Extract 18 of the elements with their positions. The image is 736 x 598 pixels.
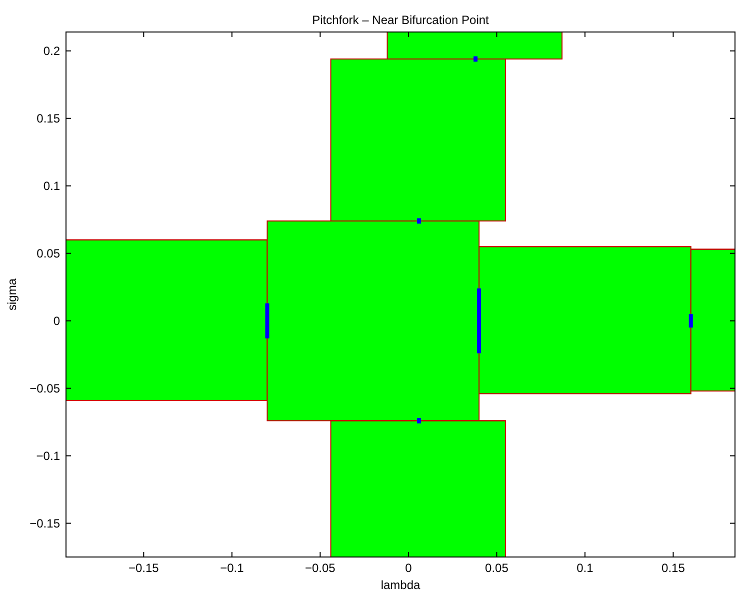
y-tick-label: −0.05 — [30, 381, 60, 396]
y-tick-label: 0.15 — [36, 111, 60, 126]
x-tick-label: −0.1 — [220, 561, 244, 575]
y-tick-label: 0.2 — [43, 44, 60, 58]
x-tick-label: 0.1 — [576, 561, 594, 575]
x-tick-label: 0.05 — [485, 561, 509, 575]
y-tick-label: −0.1 — [36, 448, 60, 463]
y-axis-title: sigma — [5, 278, 19, 311]
y-tick-label: 0.05 — [36, 246, 60, 260]
x-axis-title: lambda — [380, 578, 421, 592]
x-tick-label: 0 — [405, 561, 412, 575]
y-tick-label: −0.15 — [30, 516, 60, 530]
y-tick-label: 0 — [53, 314, 60, 328]
chart-title: Pitchfork – Near Bifurcation Point — [312, 13, 490, 27]
x-tick-label: −0.15 — [128, 561, 160, 575]
x-tick-label: −0.05 — [304, 561, 336, 575]
y-tick-label: 0.1 — [43, 178, 60, 193]
x-tick-label: 0.15 — [662, 561, 686, 575]
